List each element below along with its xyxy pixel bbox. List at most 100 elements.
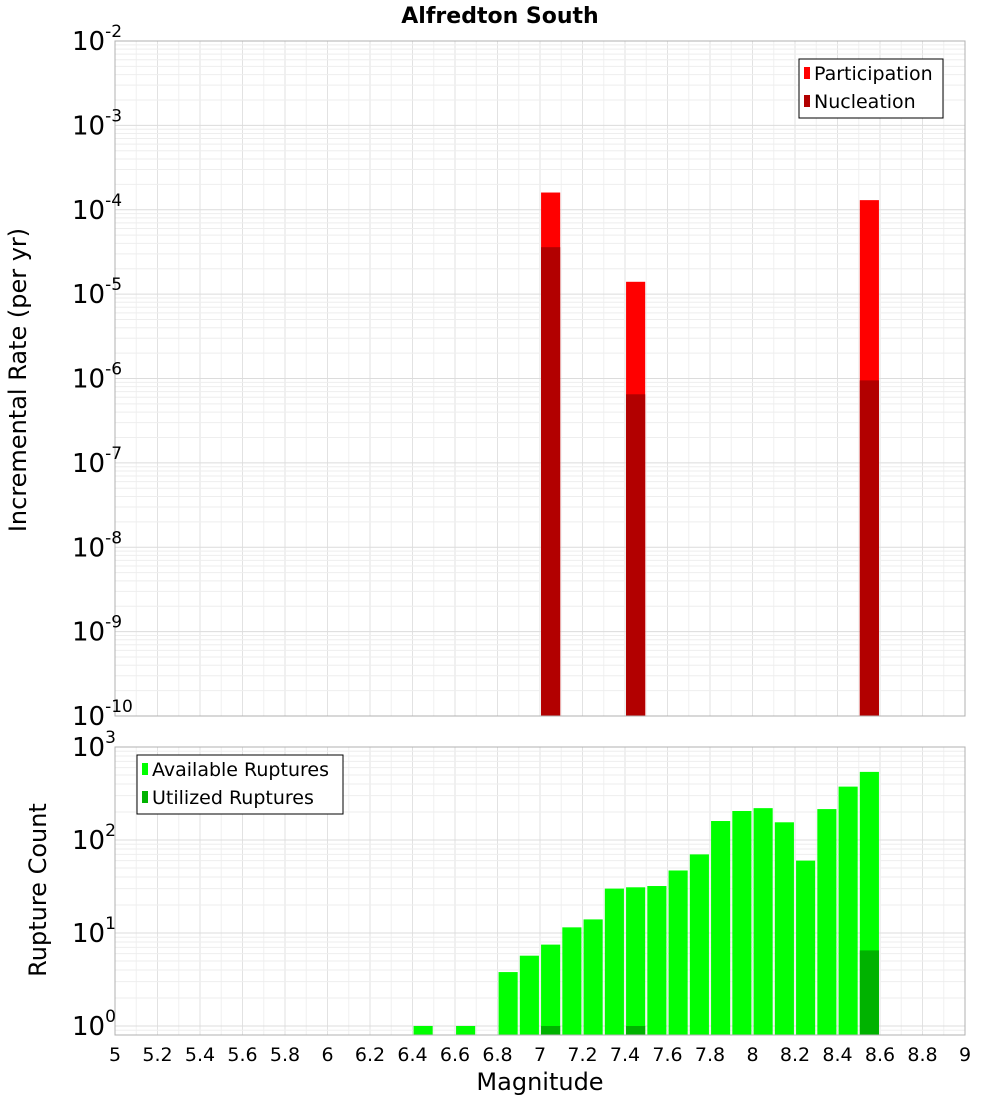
x-tick-label: 7.6 [652,1044,682,1066]
bottom-y-tick-label: 101 [72,914,116,949]
bottom-bar-primary [456,1025,476,1035]
top-bar-secondary [626,394,646,716]
bottom-bar-primary [838,786,858,1035]
bottom-legend-swatch [142,763,148,775]
x-tick-label: 8.2 [780,1044,810,1066]
bottom-y-tick-base: 10 [72,1012,105,1042]
top-bar-secondary [541,247,561,716]
x-tick-label: 6.8 [482,1044,512,1066]
x-tick-label: 7 [534,1044,546,1066]
top-y-tick-label: 10-7 [72,444,122,479]
x-tick-label: 5.2 [142,1044,172,1066]
bottom-bar-primary [817,809,837,1035]
x-tick-label: 5.8 [270,1044,300,1066]
bottom-bar-primary [732,811,752,1035]
top-y-axis-label: Incremental Rate (per yr) [4,228,32,532]
top-panel: 10-210-310-410-510-610-710-810-910-10Par… [72,22,966,732]
bottom-bar-primary [774,822,794,1035]
bottom-legend-label: Utilized Ruptures [152,787,314,809]
top-legend-label: Nucleation [814,91,916,113]
top-y-tick-base: 10 [72,533,105,563]
x-tick-label: 7.8 [695,1044,725,1066]
bottom-bar-primary [626,887,646,1035]
top-bar-secondary [859,380,879,716]
bottom-y-tick-exponent: 3 [105,728,116,748]
bottom-y-axis-label: Rupture Count [24,803,52,977]
x-axis-label: Magnitude [476,1068,603,1096]
top-y-tick-label: 10-3 [72,106,122,141]
top-legend: Participation Nucleation [798,58,944,119]
x-tick-label: 6 [321,1044,333,1066]
x-tick-label: 5.4 [185,1044,215,1066]
top-y-tick-base: 10 [72,27,105,57]
bottom-bar-primary [753,808,773,1035]
x-tick-label: 6.2 [355,1044,385,1066]
top-y-tick-exponent: -7 [105,444,122,464]
bottom-legend-label: Available Ruptures [152,759,329,781]
top-y-tick-label: 10-5 [72,275,122,310]
bottom-y-tick-exponent: 1 [105,914,116,934]
top-y-tick-base: 10 [72,111,105,141]
x-tick-label: 8 [746,1044,758,1066]
bottom-y-tick-label: 102 [72,821,116,856]
bottom-y-tick-exponent: 2 [105,821,116,841]
top-y-tick-label: 10-4 [72,191,122,226]
bottom-y-tick-label: 103 [72,728,116,763]
bottom-bar-primary [498,972,518,1035]
top-y-tick-base: 10 [72,280,105,310]
x-tick-label: 5.6 [227,1044,257,1066]
top-legend-box [798,58,944,119]
top-y-tick-base: 10 [72,618,105,648]
top-y-tick-label: 10-2 [72,22,122,57]
bottom-y-tick-base: 10 [72,826,105,856]
top-y-tick-base: 10 [72,365,105,395]
top-legend-swatch [804,67,810,79]
top-y-tick-label: 10-10 [72,697,133,732]
top-legend-label: Participation [814,63,933,85]
bottom-legend-swatch [142,791,148,803]
x-tick-label: 8.8 [907,1044,937,1066]
top-y-tick-exponent: -4 [105,191,122,211]
bottom-legend: Available Ruptures Utilized Ruptures [136,754,344,815]
bottom-bar-primary [689,854,709,1035]
bottom-bar-secondary [541,1025,561,1035]
top-y-tick-exponent: -6 [105,360,122,380]
x-tick-label: 7.4 [610,1044,640,1066]
bottom-y-tick-base: 10 [72,733,105,763]
top-y-tick-label: 10-6 [72,360,122,395]
x-tick-label: 8.6 [865,1044,895,1066]
top-y-tick-exponent: -9 [105,613,122,633]
bottom-bar-primary [541,944,561,1035]
bottom-bar-primary [413,1025,433,1035]
bottom-bar-primary [647,886,667,1035]
bottom-plot-frame [114,746,966,1036]
bottom-bar-secondary [859,950,879,1035]
bottom-legend-box [136,754,344,815]
bottom-bar-primary [604,888,624,1035]
bottom-bar-primary [796,860,816,1035]
bottom-bar-primary [668,870,688,1035]
top-y-tick-exponent: -8 [105,528,122,548]
top-y-tick-base: 10 [72,196,105,226]
top-y-tick-label: 10-8 [72,528,122,563]
bottom-y-tick-exponent: 0 [105,1007,116,1027]
x-tick-label: 5 [109,1044,121,1066]
bottom-bar-primary [519,955,539,1035]
bottom-bar-primary [583,919,603,1035]
top-plot-frame [114,40,966,717]
x-tick-label: 7.2 [567,1044,597,1066]
top-y-tick-exponent: -3 [105,106,122,126]
x-tick-label: 8.4 [822,1044,852,1066]
top-y-tick-label: 10-9 [72,613,122,648]
x-tick-label: 9 [959,1044,971,1066]
top-y-tick-base: 10 [72,702,105,732]
top-y-tick-base: 10 [72,449,105,479]
bottom-bar-primary [711,821,731,1035]
x-tick-label: 6.6 [440,1044,470,1066]
bottom-y-tick-base: 10 [72,919,105,949]
top-y-tick-exponent: -2 [105,22,122,42]
bottom-y-tick-label: 100 [72,1007,116,1042]
x-tick-label: 6.4 [397,1044,427,1066]
